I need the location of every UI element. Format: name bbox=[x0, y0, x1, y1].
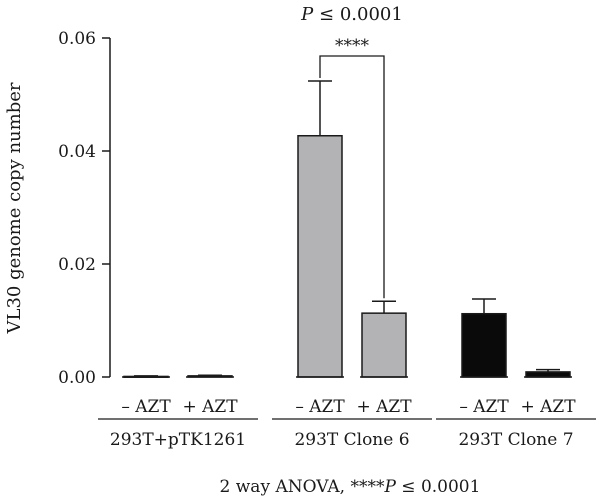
significance-bracket: **** bbox=[319, 36, 385, 299]
bar bbox=[361, 312, 407, 378]
y-axis: 0.00 0.02 0.04 0.06 bbox=[58, 29, 111, 388]
x-category-label: + AZT bbox=[356, 397, 412, 417]
y-tick-label: 0.06 bbox=[58, 29, 96, 49]
x-group-label: 293T Clone 6 bbox=[294, 430, 409, 450]
y-axis-title: VL30 genome copy number bbox=[4, 82, 25, 334]
footnote: 2 way ANOVA, ****P ≤ 0.0001 bbox=[220, 477, 481, 497]
x-group-label: 293T Clone 7 bbox=[458, 430, 573, 450]
x-category-label: – AZT bbox=[295, 397, 345, 417]
x-axis-labels: – AZT + AZT 293T+pTK1261 – AZT + AZT 293T Clo… bbox=[98, 397, 596, 450]
x-category-label: – AZT bbox=[459, 397, 509, 417]
x-category-label: + AZT bbox=[182, 397, 238, 417]
bars-layer bbox=[122, 80, 572, 378]
bar bbox=[525, 371, 571, 378]
y-tick-label: 0.02 bbox=[58, 255, 96, 275]
x-category-label: – AZT bbox=[121, 397, 171, 417]
x-group-label: 293T+pTK1261 bbox=[110, 430, 246, 450]
x-category-label: + AZT bbox=[520, 397, 576, 417]
bar bbox=[297, 134, 343, 378]
bracket-line bbox=[319, 55, 385, 299]
y-tick-label: 0.00 bbox=[58, 368, 96, 388]
top-p-value-annotation: P ≤ 0.0001 bbox=[300, 4, 403, 25]
y-tick-label: 0.04 bbox=[58, 142, 96, 162]
bar bbox=[461, 312, 507, 378]
significance-stars: **** bbox=[335, 36, 370, 56]
